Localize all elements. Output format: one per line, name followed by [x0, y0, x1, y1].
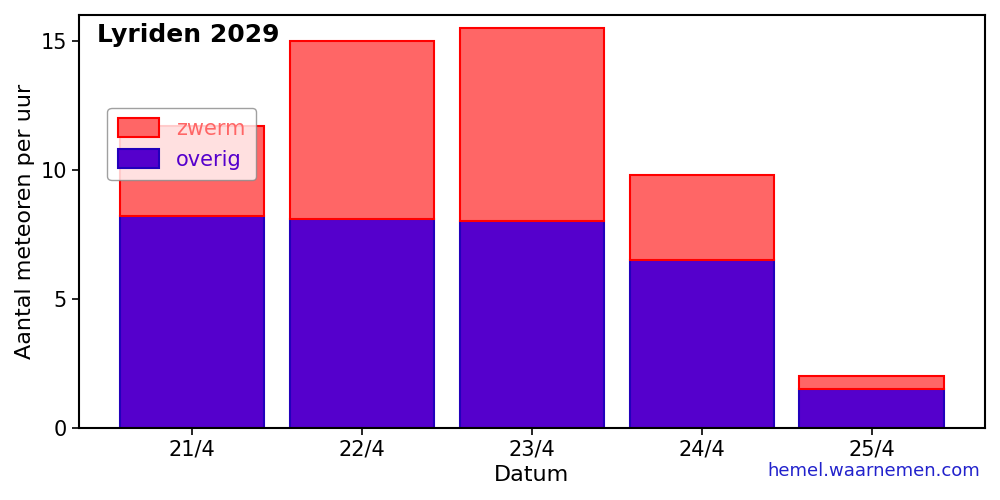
Bar: [120, 126, 264, 216]
Bar: [290, 41, 434, 218]
Text: hemel.waarnemen.com: hemel.waarnemen.com: [767, 462, 980, 480]
Bar: [460, 222, 604, 428]
Bar: [630, 175, 774, 260]
Bar: [120, 216, 264, 428]
Y-axis label: Aantal meteoren per uur: Aantal meteoren per uur: [15, 84, 35, 359]
Bar: [630, 260, 774, 428]
Bar: [799, 376, 944, 389]
Legend: zwerm, overig: zwerm, overig: [107, 108, 256, 180]
X-axis label: Datum: Datum: [494, 465, 570, 485]
Bar: [290, 218, 434, 428]
Text: Lyriden 2029: Lyriden 2029: [97, 24, 279, 48]
Bar: [799, 389, 944, 428]
Bar: [460, 28, 604, 222]
